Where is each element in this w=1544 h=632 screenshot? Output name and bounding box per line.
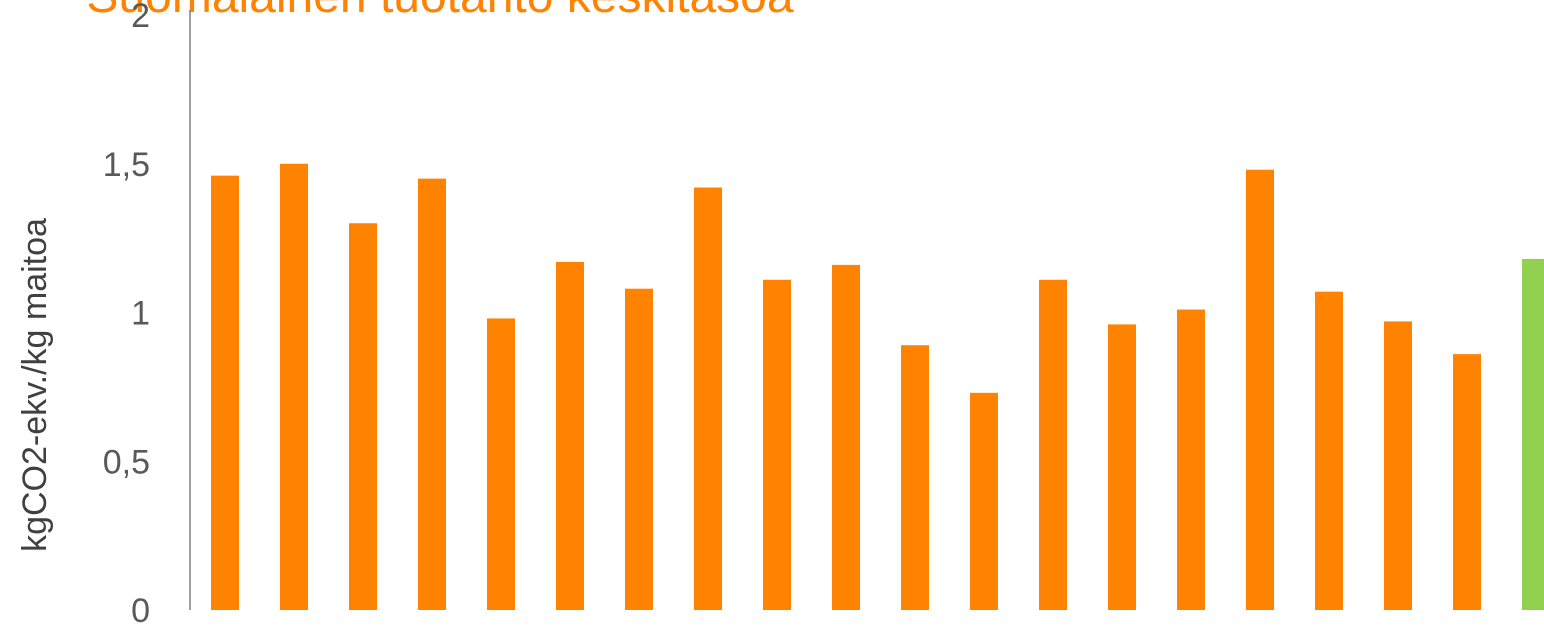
bar	[763, 279, 791, 610]
bar	[832, 264, 860, 610]
y-tick-label: 0	[131, 592, 150, 627]
bar	[1384, 321, 1412, 610]
bar	[901, 345, 929, 610]
bar	[556, 261, 584, 610]
bar	[1315, 291, 1343, 610]
bar	[349, 223, 377, 610]
y-tick-label: 0,5	[103, 443, 150, 481]
y-tick-label: 2	[131, 0, 150, 35]
bar	[970, 392, 998, 610]
bar	[487, 318, 515, 610]
chart-title: Suomalainen tuotanto keskitasoa	[86, 0, 793, 23]
y-tick-label: 1	[131, 295, 150, 333]
bar	[1453, 354, 1481, 610]
bar	[418, 178, 446, 610]
bar	[1039, 279, 1067, 610]
bar	[211, 175, 239, 610]
bar	[1177, 309, 1205, 610]
bar-highlight	[1522, 258, 1544, 610]
bar	[1108, 324, 1136, 610]
bar	[280, 163, 308, 610]
bar	[625, 288, 653, 610]
bar	[694, 187, 722, 611]
bar	[1246, 169, 1274, 610]
y-tick-labels: 0 0,5 1 1,5 2	[103, 0, 150, 630]
bars	[211, 163, 1544, 611]
y-axis-title: kgCO2-ekv./kg maitoa	[16, 218, 54, 552]
y-tick-label: 1,5	[103, 146, 150, 184]
